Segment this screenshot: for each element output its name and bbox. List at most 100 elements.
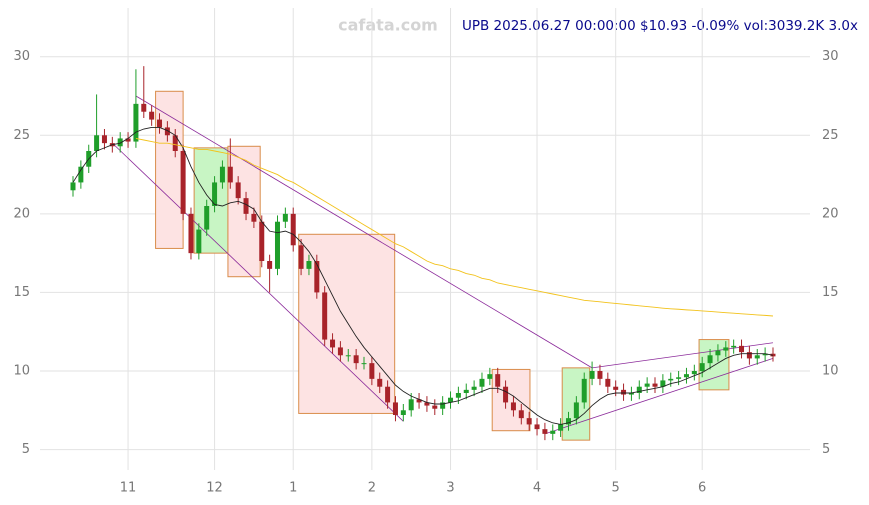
candle-body [212, 182, 218, 206]
candle-body [101, 135, 107, 144]
candle-body [503, 386, 509, 403]
candle-body [510, 402, 516, 411]
candle-body [652, 383, 658, 387]
candle-body [94, 135, 100, 151]
candle-body [739, 345, 745, 353]
y-tick-label-right: 5 [822, 442, 830, 457]
candle-body [78, 166, 84, 183]
candle-body [424, 402, 430, 406]
candle-body [432, 405, 438, 409]
candle-body [251, 213, 257, 222]
trend-line [592, 342, 774, 369]
candle-body [243, 198, 249, 214]
candle-body [274, 221, 280, 269]
ma-line [135, 137, 774, 317]
candle-body [707, 355, 713, 364]
candle-body [581, 378, 587, 403]
candle-body [463, 389, 469, 393]
y-tick-label: 5 [22, 442, 30, 457]
y-tick-label: 15 [13, 285, 30, 300]
y-tick-label-right: 20 [822, 206, 839, 221]
x-tick-label: 1 [289, 481, 297, 496]
candle-body [558, 424, 564, 431]
y-tick-label-right: 10 [822, 364, 839, 379]
x-tick-label: 3 [446, 481, 454, 496]
x-tick-label: 2 [368, 481, 376, 496]
x-tick-label: 6 [698, 481, 706, 496]
candle-body [754, 355, 760, 359]
y-tick-label: 20 [13, 206, 30, 221]
candle-body [369, 363, 375, 379]
candle-body [322, 292, 328, 340]
candle-body [573, 402, 579, 419]
candle-body [133, 103, 139, 142]
candle-body [471, 386, 477, 390]
candle-body [644, 383, 650, 387]
candle-body [361, 363, 367, 365]
y-tick-label-right: 30 [822, 49, 839, 64]
candle-body [282, 213, 288, 222]
candle-body [259, 221, 265, 261]
candle-body [636, 386, 642, 393]
candle-body [125, 138, 131, 142]
candle-body [542, 429, 548, 434]
candle-body [621, 389, 627, 395]
candle-body [298, 245, 304, 269]
candle-body [353, 355, 359, 364]
candle-body [440, 402, 446, 409]
candle-body [526, 418, 532, 425]
candle-body [377, 378, 383, 387]
candle-body [550, 430, 556, 434]
x-tick-label: 4 [533, 481, 541, 496]
candle-body [235, 182, 241, 199]
candle-body [746, 352, 752, 359]
candle-body [683, 374, 689, 378]
candle-body [149, 111, 155, 120]
watermark: cafata.com [338, 16, 438, 35]
candle-body [290, 213, 296, 246]
candle-body [306, 261, 312, 269]
candle-body [699, 363, 705, 371]
candle-body [762, 353, 768, 356]
candle-body [141, 103, 147, 112]
marks-layer [70, 66, 776, 441]
candle-body [479, 378, 485, 387]
ma-line [72, 126, 774, 425]
candle-body [117, 138, 123, 147]
x-tick-label: 5 [612, 481, 620, 496]
candle-body [613, 386, 619, 390]
candle-body [487, 374, 493, 379]
candle-body [400, 410, 406, 415]
y-tick-label: 10 [13, 364, 30, 379]
candle-body [589, 371, 595, 379]
candle-body [180, 151, 186, 214]
chart-title: UPB 2025.06.27 00:00:00 $10.93 -0.09% vo… [462, 18, 858, 34]
candle-body [495, 374, 501, 387]
candle-body [385, 386, 391, 403]
candle-body [196, 229, 202, 254]
candle-body [628, 393, 634, 395]
candle-body [723, 347, 729, 351]
y-tick-label: 25 [13, 128, 30, 143]
y-tick-label-right: 15 [822, 285, 839, 300]
candle-body [731, 345, 737, 348]
candle-body [534, 424, 540, 430]
candle-body [691, 371, 697, 375]
candle-body [219, 166, 225, 183]
trend-line [135, 95, 593, 369]
candle-body [455, 393, 461, 398]
candle-body [267, 261, 273, 269]
trend-line [112, 142, 404, 422]
candle-body [227, 166, 233, 183]
candle-body [172, 135, 178, 151]
candle-body [314, 261, 320, 293]
x-tick-label: 11 [120, 481, 137, 496]
y-tick-label: 30 [13, 49, 30, 64]
candle-body [605, 378, 611, 387]
candle-body [345, 355, 351, 357]
candle-body [392, 402, 398, 415]
candle-body [416, 399, 422, 403]
candle-body [188, 213, 194, 254]
x-tick-label: 12 [206, 481, 223, 496]
